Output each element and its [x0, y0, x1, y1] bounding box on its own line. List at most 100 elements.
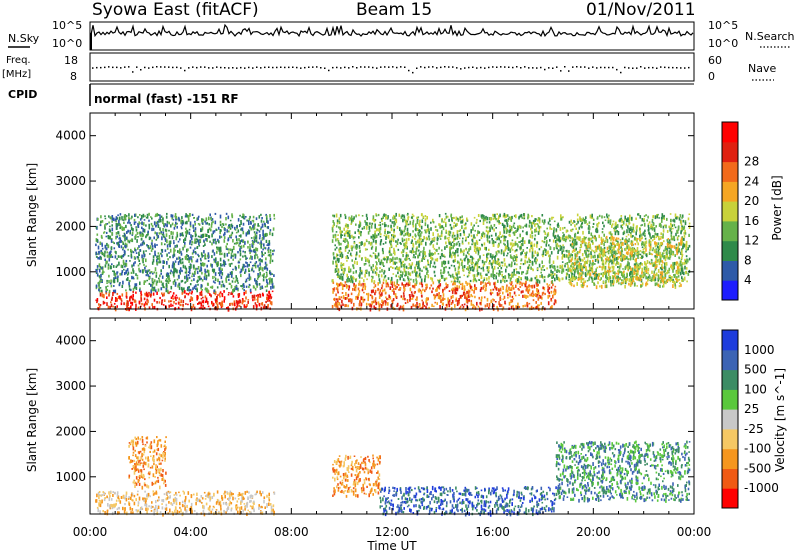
heatmap-cell	[341, 292, 344, 294]
heatmap-cell	[231, 262, 233, 265]
heatmap-cell	[256, 277, 259, 280]
heatmap-cell	[332, 224, 335, 228]
heatmap-cell	[148, 219, 150, 222]
heatmap-cell	[490, 224, 492, 229]
heatmap-cell	[104, 226, 106, 230]
heatmap-cell	[263, 267, 266, 270]
heatmap-cell	[627, 217, 629, 220]
heatmap-cell	[223, 285, 226, 288]
heatmap-cell	[485, 273, 487, 276]
heatmap-cell	[396, 256, 398, 260]
heatmap-cell	[223, 296, 226, 301]
heatmap-cell	[548, 286, 551, 290]
heatmap-cell	[133, 262, 135, 267]
heatmap-cell	[361, 289, 364, 292]
heatmap-cell	[503, 258, 506, 262]
freq-dot	[192, 66, 194, 68]
heatmap-cell	[172, 280, 175, 285]
heatmap-cell	[422, 256, 424, 260]
heatmap-cell	[542, 251, 545, 256]
heatmap-cell	[113, 277, 115, 281]
heatmap-cell	[391, 289, 394, 292]
heatmap-cell	[445, 304, 448, 307]
heatmap-cell	[436, 293, 438, 297]
heatmap-cell	[244, 254, 246, 257]
heatmap-cell	[522, 271, 524, 274]
heatmap-cell	[351, 247, 353, 252]
heatmap-cell	[569, 239, 571, 242]
heatmap-cell	[662, 233, 664, 237]
heatmap-cell	[204, 253, 206, 258]
heatmap-cell	[566, 272, 569, 275]
heatmap-cell	[120, 264, 123, 268]
heatmap-cell	[98, 303, 100, 306]
heatmap-cell	[240, 268, 243, 273]
heatmap-cell	[189, 246, 192, 249]
heatmap-cell	[227, 226, 230, 229]
heatmap-cell	[584, 220, 586, 224]
heatmap-cell	[146, 270, 149, 275]
freq-dot	[580, 66, 582, 68]
heatmap-cell	[483, 277, 486, 280]
heatmap-cell	[233, 253, 235, 256]
heatmap-cell	[271, 232, 274, 237]
heatmap-cell	[207, 289, 209, 294]
heatmap-cell	[172, 304, 174, 307]
heatmap-cell	[380, 295, 383, 297]
heatmap-cell	[261, 217, 263, 220]
heatmap-cell	[116, 298, 118, 301]
heatmap-cell	[344, 246, 347, 250]
heatmap-cell	[550, 297, 552, 302]
freq-dot	[504, 66, 506, 68]
heatmap-cell	[208, 273, 210, 277]
heatmap-cell	[482, 217, 485, 222]
heatmap-cell	[505, 219, 507, 222]
heatmap-cell	[398, 257, 401, 261]
heatmap-cell	[439, 223, 441, 227]
heatmap-cell	[505, 227, 507, 230]
heatmap-cell	[602, 221, 604, 225]
heatmap-cell	[541, 296, 543, 300]
heatmap-cell	[377, 213, 380, 217]
heatmap-cell	[559, 264, 561, 268]
heatmap-cell	[260, 287, 262, 290]
heatmap-cell	[118, 261, 120, 266]
heatmap-cell	[626, 263, 629, 268]
heatmap-cell	[216, 296, 218, 299]
heatmap-cell	[174, 281, 177, 286]
heatmap-cell	[468, 233, 471, 237]
heatmap-cell	[128, 216, 130, 220]
heatmap-cell	[216, 263, 219, 268]
heatmap-cell	[249, 243, 251, 246]
heatmap-cell	[116, 292, 119, 295]
heatmap-cell	[385, 291, 387, 294]
heatmap-cell	[387, 277, 390, 280]
heatmap-cell	[505, 268, 507, 273]
heatmap-cell	[518, 305, 521, 308]
freq-dot	[588, 67, 590, 69]
heatmap-cell	[421, 299, 423, 302]
heatmap-cell	[142, 233, 145, 237]
heatmap-cell	[461, 265, 464, 270]
heatmap-cell	[526, 270, 529, 275]
heatmap-cell	[221, 225, 223, 229]
freq-dot	[328, 69, 330, 72]
heatmap-cell	[163, 260, 165, 264]
heatmap-cell	[458, 261, 460, 264]
heatmap-cell	[553, 220, 556, 223]
heatmap-cell	[570, 223, 572, 226]
heatmap-cell	[470, 302, 473, 306]
heatmap-cell	[385, 285, 388, 288]
heatmap-cell	[379, 280, 381, 284]
heatmap-cell	[140, 215, 143, 220]
heatmap-cell	[177, 301, 180, 305]
heatmap-cell	[173, 300, 175, 304]
heatmap-cell	[99, 304, 102, 307]
heatmap-cell	[186, 288, 189, 292]
heatmap-cell	[516, 256, 518, 258]
heatmap-cell	[361, 277, 363, 279]
heatmap-cell	[211, 222, 213, 226]
heatmap-cell	[412, 230, 414, 233]
heatmap-cell	[338, 221, 341, 225]
